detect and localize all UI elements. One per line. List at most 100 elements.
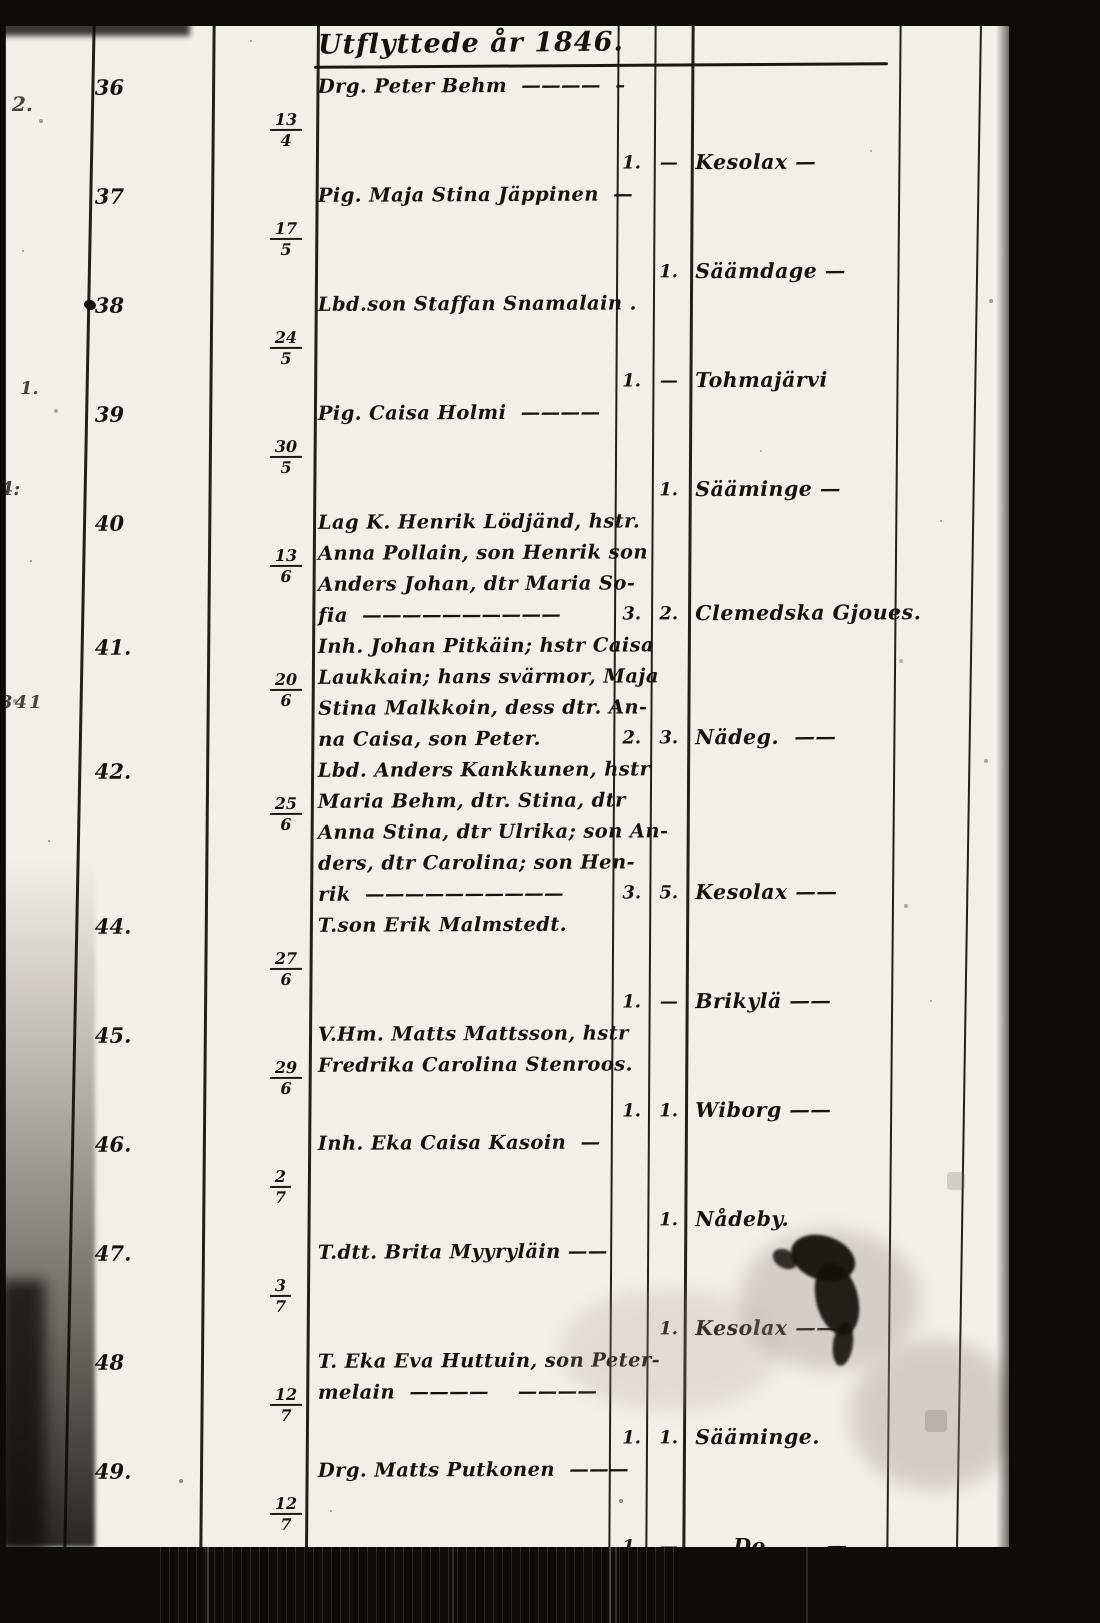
scan-border-wedge [0,20,190,36]
entry-date: 12 7 [205,1346,310,1455]
scan-scratch [615,1547,617,1623]
page-title: Utflyttede år 1846. [317,26,624,61]
count-female: — [659,991,678,1013]
entry-destination: Wiborg —— [695,1097,832,1123]
entry-date: 25 6 [205,755,310,864]
scan-scratch [806,1547,808,1623]
count-male: 1. [622,1100,642,1122]
entry-date: 17 5 [205,180,310,289]
register-row: 40 13 6 Lag K. Henrik Lödjänd, hstr. Ann… [75,504,936,632]
date-month: 5 [280,239,292,259]
date-fraction: 12 7 [269,1494,303,1534]
date-fraction: 20 6 [269,670,303,710]
entry-number: 41. [94,634,132,660]
date-day: 3 [269,1276,292,1298]
entry-destination: Brikylä —— [695,988,832,1014]
date-month: 4 [280,130,292,150]
entry-names: Inh. Eka Caisa Kasoin — [317,1130,601,1155]
date-day: 13 [269,546,303,568]
count-female: 1. [659,1100,679,1122]
date-day: 12 [269,1494,303,1516]
entry-names: Drg. Peter Behm ———— – [317,73,626,98]
entry-names: Inh. Johan Pitkäin; hstr Caisa Laukkain;… [317,633,659,751]
date-day: 30 [269,437,303,459]
register-row: 36 13 4 Drg. Peter Behm ———— – 1. — Keso… [75,68,935,181]
entry-date: 27 6 [205,910,310,1019]
entry-number: 39 [94,401,125,427]
page-edge-shadow [996,26,1010,1547]
margin-mark: 341 [0,692,44,713]
date-month: 6 [280,690,292,710]
count-female: 1. [659,261,679,283]
entry-destination: Säämdage — [695,258,846,284]
entry-names: T.son Erik Malmstedt. [317,912,567,937]
date-day: 25 [269,794,303,816]
date-fraction: 2 7 [269,1167,292,1208]
entry-names: Drg. Matts Putkonen ——— [317,1457,630,1482]
register-row: 41. 20 6 Inh. Johan Pitkäin; hstr Caisa … [75,628,936,756]
entry-date: 2 7 [205,1128,310,1237]
date-month: 7 [274,1187,287,1208]
entry-names: V.Hm. Matts Mattsson, hstr Fredrika Caro… [317,1021,633,1077]
count-female: 1. [659,1427,679,1449]
entry-names: Pig. Maja Stina Jäppinen — [317,182,634,207]
entry-number: 42. [94,758,132,784]
count-female: 5. [659,882,679,904]
entry-date: 29 6 [205,1019,310,1128]
count-female: 2. [659,603,679,625]
date-month: 5 [280,348,292,368]
entry-number: 36 [94,74,125,100]
count-female: 3. [659,727,679,749]
entry-date: 24 5 [205,289,310,398]
date-day: 29 [269,1058,303,1080]
date-month: 6 [280,1078,292,1098]
entry-number: 40 [94,510,125,536]
date-day: 2 [269,1167,292,1189]
date-day: 27 [269,949,303,971]
entry-destination: Sääminge — [695,476,841,502]
date-month: 7 [274,1296,287,1317]
entry-destination: Nädeg. —— [695,724,837,750]
scan-scratch [609,1547,611,1623]
entry-names: T.dtt. Brita Myyryläin —— [317,1239,608,1264]
entry-date: 3 7 [205,1237,310,1346]
scan-border-left [0,0,6,1623]
date-month: 5 [280,457,292,477]
date-month: 6 [280,814,292,834]
entry-names: Pig. Caisa Holmi ———— [317,400,601,425]
entry-destination: Kesolax —— [695,879,838,905]
scan-smudge [0,1280,45,1550]
register-row: 39 30 5 Pig. Caisa Holmi ———— 1. Sääming… [75,395,935,508]
entry-names: Lbd.son Staffan Snamalain . [317,291,637,316]
date-month: 7 [280,1514,292,1534]
entry-names: Lbd. Anders Kankkunen, hstr Maria Behm, … [317,757,669,906]
scan-band-stripes [160,1547,680,1623]
entry-date: 13 4 [205,71,310,180]
count-male: 1. [622,152,642,174]
count-male: 2. [622,727,642,749]
date-day: 24 [269,328,303,350]
date-month: 6 [280,566,292,586]
register-row: 45. 29 6 V.Hm. Matts Mattsson, hstr Fred… [75,1016,935,1129]
count-male: 3. [622,603,642,625]
date-fraction: 27 6 [269,949,303,989]
register-row: 38 24 5 Lbd.son Staffan Snamalain . 1. —… [75,286,935,399]
date-day: 17 [269,219,303,241]
date-day: 13 [269,110,303,132]
scan-scratch [207,1547,209,1623]
count-female: 1. [659,1209,679,1231]
count-female: — [659,152,678,174]
entry-destination: Clemedska Gjoues. [695,600,922,626]
date-month: 7 [280,1405,292,1425]
date-fraction: 13 4 [269,110,303,150]
date-month: 6 [280,969,292,989]
count-male: 1. [622,370,642,392]
count-male: 1. [622,991,642,1013]
date-fraction: 24 5 [269,328,303,368]
date-day: 12 [269,1385,303,1407]
date-fraction: 13 6 [269,546,303,586]
count-female: — [659,370,678,392]
entry-date: 30 5 [205,398,310,507]
count-male: 1. [622,1427,642,1449]
date-day: 20 [269,670,303,692]
